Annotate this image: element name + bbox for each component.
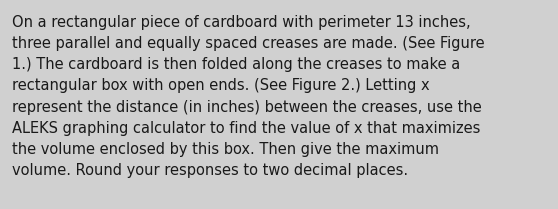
- Text: On a rectangular piece of cardboard with perimeter 13 inches,
three parallel and: On a rectangular piece of cardboard with…: [12, 15, 485, 178]
